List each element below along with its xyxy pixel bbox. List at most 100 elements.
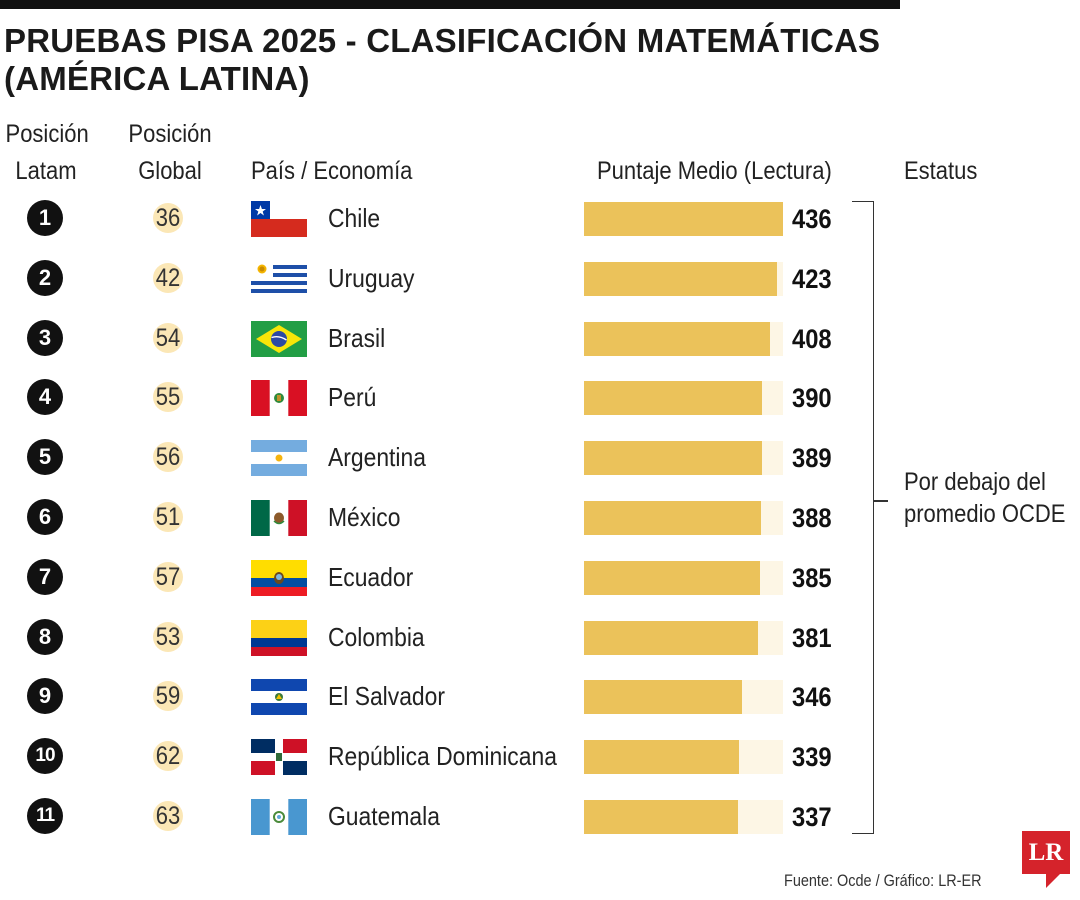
score-value: 423 [792,263,832,294]
latam-rank-badge: 10 [27,738,63,775]
latam-rank-badge: 1 [27,200,63,236]
global-rank-value: 59 [155,682,181,711]
score-bar [584,441,762,476]
table-row: 7 57 Ecuador 385 [0,548,1080,608]
guatemala-flag-icon [251,799,307,835]
status-label-line1: Por debajo del [904,468,1046,496]
country-label: Guatemala [328,801,440,831]
score-bar [584,501,762,535]
latam-rank-badge: 11 [27,798,63,834]
dominican-republic-flag-icon [251,739,307,776]
score-bar [584,560,760,595]
country-label: Colombia [328,621,425,652]
latam-rank-badge: 5 [27,439,63,476]
peru-flag-icon [251,380,307,417]
global-rank-circle [153,203,183,233]
brazil-flag-icon [251,320,307,357]
country-label: Brasil [328,322,386,353]
global-rank-circle [153,322,183,353]
global-rank-circle [153,382,183,413]
global-rank-circle [153,741,183,772]
mexico-flag-icon [251,500,307,536]
table-row: 6 51 México 388 [0,488,1080,548]
status-bracket-tick [874,500,888,502]
score-value: 436 [792,204,832,234]
score-bar [584,381,762,416]
table-row: 11 63 Guatemala 337 [0,787,1080,847]
lr-logo-tail [1046,874,1060,888]
latam-rank-badge: 3 [27,319,63,356]
score-value: 385 [792,562,832,593]
top-rule [0,0,900,9]
score-value: 346 [792,682,832,713]
table-row: 5 56 Argentina 389 [0,428,1080,488]
global-rank-value: 54 [155,323,181,352]
country-label: Chile [328,203,381,233]
header-status: Estatus [904,157,978,185]
latam-rank-badge: 8 [27,618,63,655]
latam-rank-badge: 2 [27,259,63,296]
score-value: 408 [792,323,832,354]
score-bar [584,202,783,236]
header-score: Puntaje Medio (Lectura) [597,157,832,185]
global-rank-circle [153,502,183,532]
latam-rank-badge: 9 [27,678,63,715]
score-value: 339 [792,742,832,773]
country-label: Ecuador [328,561,414,592]
status-label: Por debajo del promedio OCDE [904,466,1065,530]
global-rank-circle [153,681,183,712]
score-value: 388 [792,503,832,533]
table-row: 4 55 Perú 390 [0,368,1080,428]
global-rank-circle [153,561,183,592]
argentina-flag-icon [251,440,307,477]
global-rank-circle [153,262,183,293]
table-row: 10 62 República Dominicana 339 [0,727,1080,787]
header-global-line2: Global [138,157,202,185]
table-row: 1 36 Chile 436 [0,189,1080,249]
country-label: Perú [328,382,377,413]
latam-rank-badge: 7 [27,558,63,595]
score-bar [584,620,758,655]
country-label: Argentina [328,442,426,473]
table-row: 3 54 Brasil 408 [0,309,1080,369]
score-bar [584,680,742,715]
header-global-line1: Posición [128,120,212,148]
country-label: El Salvador [328,681,446,712]
global-rank-circle [153,442,183,473]
uruguay-flag-icon [251,260,307,297]
score-bar [584,800,738,834]
country-label: Uruguay [328,262,415,293]
lr-logo: LR [1022,831,1070,874]
chile-flag-icon [251,201,307,237]
chart-title: PRUEBAS PISA 2025 - CLASIFICACIÓN MATEMÁ… [4,22,881,97]
colombia-flag-icon [251,619,307,656]
country-label: México [328,502,401,532]
table-row: 9 59 El Salvador 346 [0,667,1080,727]
latam-rank-badge: 6 [27,499,63,535]
global-rank-value: 36 [155,204,181,232]
global-rank-value: 56 [155,443,181,472]
global-rank-value: 63 [155,802,181,830]
global-rank-value: 42 [155,263,181,292]
global-rank-value: 57 [155,562,181,591]
global-rank-circle [153,621,183,652]
el-salvador-flag-icon [251,679,307,716]
global-rank-value: 62 [155,742,181,771]
score-bar [584,321,771,356]
header-country: País / Economía [251,157,413,185]
global-rank-value: 51 [155,503,181,531]
score-value: 337 [792,802,832,832]
score-bar [584,261,778,296]
ecuador-flag-icon [251,559,307,596]
table-row: 8 53 Colombia 381 [0,608,1080,668]
score-bar [584,740,739,775]
header-latam-line2: Latam [15,157,77,185]
header-latam-line1: Posición [5,120,89,148]
score-value: 389 [792,443,832,474]
table-row: 2 42 Uruguay 423 [0,249,1080,309]
score-value: 381 [792,622,832,653]
status-label-line2: promedio OCDE [904,500,1066,528]
global-rank-value: 55 [155,383,181,412]
status-bracket [852,201,874,834]
country-label: República Dominicana [328,741,557,772]
